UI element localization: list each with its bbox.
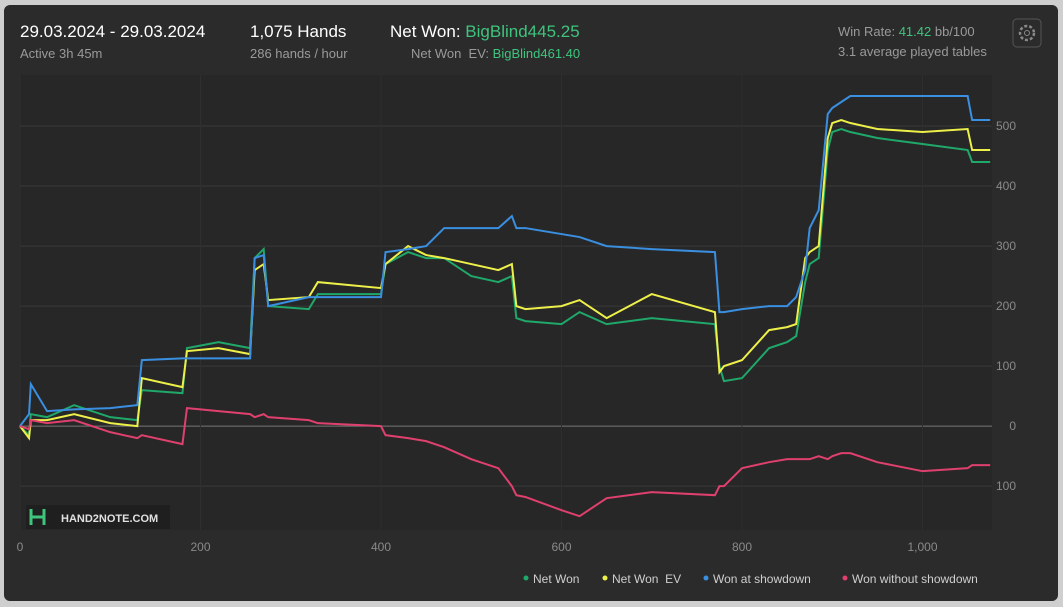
legend-label: Won at showdown: [713, 572, 811, 586]
series-line: [19, 118, 991, 441]
legend-label: Net Won EV: [612, 572, 681, 586]
x-tick-label: 400: [371, 540, 391, 554]
x-tick-label: 600: [551, 540, 571, 554]
net-won: Net Won: BigBlind445.25: [390, 22, 580, 41]
gear-hub[interactable]: [1024, 30, 1030, 36]
logo-icon: [29, 509, 46, 525]
hands-rate: 286 hands / hour: [250, 46, 348, 61]
legend-marker: [523, 575, 529, 581]
settings-frame[interactable]: [1012, 18, 1042, 48]
plot-area: [20, 75, 992, 530]
y-tick-label: 400: [996, 179, 1016, 193]
legend-label: Net Won: [533, 572, 579, 586]
x-tick-label: 800: [732, 540, 752, 554]
win-rate-unit: bb/100: [931, 24, 974, 39]
legend-marker: [703, 575, 709, 581]
x-tick-label: 0: [17, 540, 24, 554]
win-rate: Win Rate: 41.42 bb/100: [838, 24, 975, 39]
legend-label: Won without showdown: [852, 572, 978, 586]
series-line: [19, 407, 991, 518]
logo-text: HAND2NOTE.COM: [61, 513, 158, 525]
logo: HAND2NOTE.COM: [19, 75, 992, 530]
x-tick-label: 200: [190, 540, 210, 554]
active-time: Active 3h 45m: [20, 46, 102, 61]
settings-button[interactable]: [1012, 18, 1042, 48]
win-rate-label: Win Rate:: [838, 24, 899, 39]
series-line: [19, 95, 991, 427]
legend-marker: [842, 575, 848, 581]
net-won-ev-label: Net Won EV:: [411, 46, 493, 61]
tables: 3.1 average played tables: [838, 44, 987, 59]
legend-marker: [602, 575, 608, 581]
net-won-value: BigBlind445.25: [465, 22, 579, 41]
y-tick-label: 300: [996, 239, 1016, 253]
y-tick-label: 0: [1009, 419, 1016, 433]
x-tick-label: 1,000: [907, 540, 937, 554]
y-tick-label: 100: [996, 359, 1016, 373]
y-tick-label: 500: [996, 119, 1016, 133]
net-won-label: Net Won:: [390, 22, 465, 41]
gear-icon[interactable]: [1018, 24, 1036, 42]
win-rate-value: 41.42: [899, 24, 932, 39]
y-tick-label: 200: [996, 299, 1016, 313]
hands: 1,075 Hands: [250, 22, 346, 41]
net-won-ev: Net Won EV: BigBlind461.40: [411, 46, 580, 61]
net-won-ev-value: BigBlind461.40: [493, 46, 580, 61]
y-tick-label: 100: [996, 479, 1016, 493]
logo-bg: [26, 505, 170, 529]
date-range: 29.03.2024 - 29.03.2024: [20, 22, 205, 41]
